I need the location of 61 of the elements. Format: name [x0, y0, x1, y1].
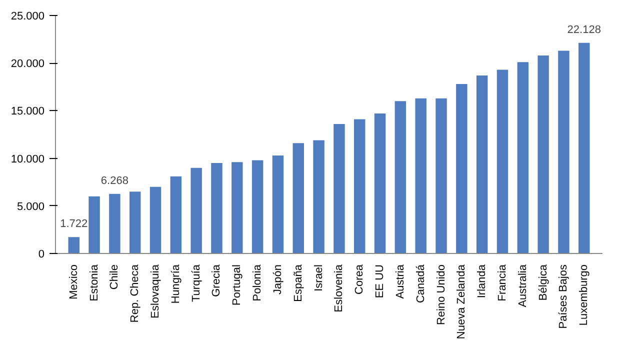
x-tick-label: España	[292, 264, 304, 302]
x-tick-label: Turquía	[190, 264, 202, 302]
bar	[129, 192, 141, 254]
bar	[211, 163, 222, 254]
x-tick-label: Eslovenia	[333, 264, 346, 312]
bar	[415, 98, 426, 254]
x-tick-label: Hungría	[170, 264, 182, 304]
bar	[190, 168, 202, 254]
bar	[109, 194, 120, 254]
y-tick-label: 15.000	[10, 106, 45, 118]
y-tick-label: 0	[38, 248, 45, 260]
bar	[232, 162, 243, 254]
bar	[517, 62, 529, 254]
y-tick-label: 5.000	[16, 200, 45, 213]
x-tick-label: Luxemburgo	[578, 264, 590, 326]
bar	[394, 101, 406, 254]
x-tick-label: Polonia	[252, 264, 264, 302]
bar	[88, 196, 100, 254]
x-tick-label: Francia	[496, 264, 508, 302]
x-tick-label: Reino Unido	[435, 264, 448, 326]
x-tick-label: Estonia	[88, 264, 100, 302]
bar	[374, 114, 386, 254]
bar	[476, 75, 488, 254]
y-tick-label: 25.000	[10, 10, 45, 22]
y-tick-label: 10.000	[10, 153, 45, 166]
data-label: 22.128	[567, 24, 601, 36]
x-tick-label: Corea	[354, 264, 366, 294]
data-label: 6.268	[100, 174, 128, 187]
bar	[334, 124, 345, 254]
x-tick-label: Países Bajos	[558, 264, 570, 329]
x-tick-label: Japón	[272, 264, 284, 294]
bar	[170, 176, 182, 254]
x-tick-label: Israel	[312, 264, 325, 292]
y-tick-label: 20.000	[10, 58, 45, 70]
data-label: 1.722	[60, 218, 88, 230]
bar	[313, 140, 324, 254]
x-tick-label: EE UU	[374, 264, 386, 298]
x-tick-label: Bélgica	[537, 264, 550, 301]
x-tick-label: Portugal	[231, 264, 244, 306]
x-tick-label: Eslovaquia	[150, 264, 162, 318]
x-tick-label: Rep. Checa	[129, 264, 142, 323]
x-tick-label: Austria	[394, 264, 406, 299]
bar	[354, 119, 366, 254]
x-tick-label: Canadá	[414, 264, 427, 304]
bar	[150, 186, 162, 254]
x-tick-label: Grecia	[210, 264, 223, 297]
x-tick-label: Nueva Zelanda	[456, 264, 468, 340]
x-tick-label: Australia	[516, 264, 529, 308]
x-tick-label: Chile	[108, 264, 121, 290]
bar	[292, 143, 304, 254]
bar	[558, 50, 570, 254]
bar	[456, 84, 468, 254]
bar	[578, 42, 590, 254]
bar	[496, 70, 508, 254]
bar	[538, 55, 549, 254]
bar	[436, 98, 447, 254]
bar	[272, 155, 284, 254]
bar	[252, 160, 264, 254]
bar	[68, 237, 80, 254]
x-tick-label: Irlanda	[476, 264, 488, 298]
x-tick-label: Mexico	[68, 264, 80, 300]
